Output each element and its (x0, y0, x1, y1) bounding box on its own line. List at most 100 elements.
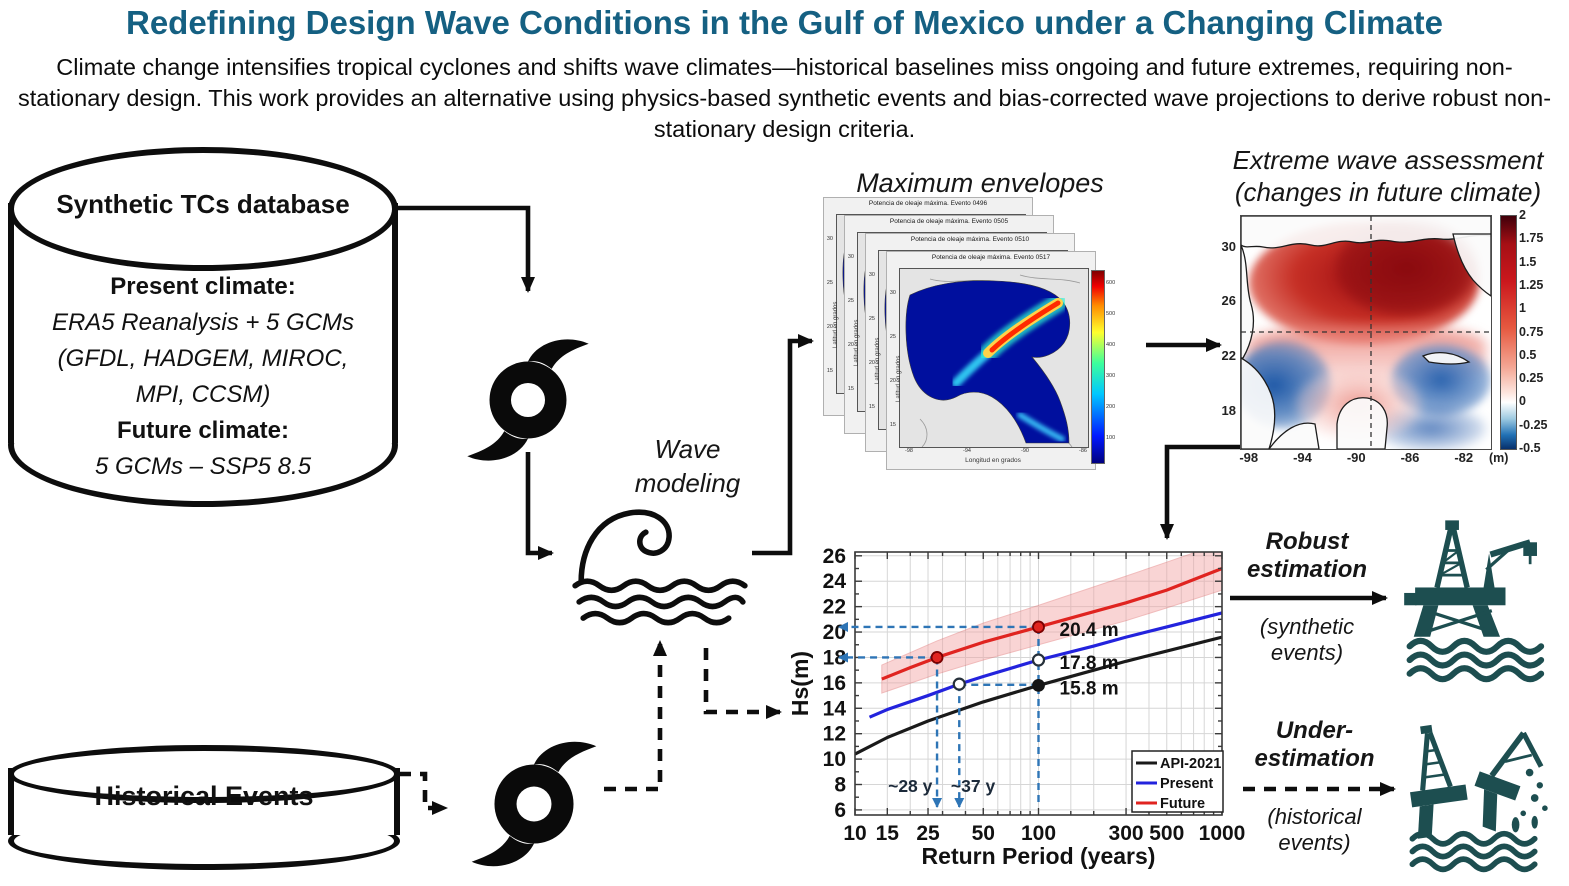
assess-colorbar-tick: 1.25 (1519, 277, 1544, 292)
under-line1: Under- (1275, 717, 1354, 744)
env-ytick: 25 (868, 316, 875, 322)
env-xtick: -98 (905, 448, 913, 454)
data-point (1031, 653, 1046, 667)
synthetic-db-cylinder: Synthetic TCs database Present climate: … (8, 147, 398, 507)
assessment-caption-line1: Extreme wave assessment (1232, 145, 1544, 175)
assess-xtick: -90 (1346, 450, 1366, 465)
assessment-colorbar (1500, 215, 1517, 450)
envelope-xlabel: Longitud en grados (965, 457, 1021, 464)
chart-label: 16 (823, 672, 846, 695)
chart-label: 26 (823, 545, 846, 568)
assess-colorbar-tick: 2 (1519, 208, 1526, 222)
env-ytick: 15 (826, 368, 833, 374)
chart-plot-bg (855, 552, 1222, 815)
env-colorbar-tick: 300 (1106, 373, 1116, 379)
legend-box (1131, 750, 1224, 813)
assess-colorbar-tick: 1 (1519, 301, 1526, 316)
oil-platform-icon (1404, 520, 1545, 683)
envelope-panel-4: Potencia de oleaje máxima. Evento 0517 L… (886, 251, 1126, 475)
assess-xtick: -82 (1454, 450, 1474, 465)
chart-label: 300 (1109, 822, 1144, 845)
env-ytick: 15 (847, 386, 854, 392)
present-climate-line2: (GFDL, HADGEM, MIROC, (57, 345, 349, 372)
assess-xtick: -86 (1400, 450, 1420, 465)
under-estimation-label: Under- estimation (1237, 717, 1392, 773)
wave-modeling-line1: Wave (654, 434, 721, 464)
present-climate-line3: MPI, CCSM) (135, 381, 271, 408)
envelope-map: Potencia de oleaje máxima. Evento 0517 L… (886, 251, 1115, 470)
present-climate-heading: Present climate: (110, 273, 296, 300)
assessment-map (1240, 215, 1492, 450)
chart-label: 22 (823, 596, 846, 619)
chart-label: Future (1160, 796, 1205, 812)
assess-colorbar-tick: 0.5 (1519, 347, 1537, 362)
max-envelopes-caption: Maximum envelopes (856, 168, 1104, 198)
present-climate-line1: ERA5 Reanalysis + 5 GCMs (51, 309, 355, 336)
under-sub2: events) (1278, 830, 1351, 855)
robust-sub1: (synthetic (1259, 614, 1355, 639)
env-colorbar-tick: 200 (1106, 404, 1116, 410)
assessment-colorbar-unit: (m) (1489, 451, 1509, 465)
env-ytick: 30 (889, 290, 896, 296)
envelope-xticks: -98 -94 -90 -86 (899, 448, 1087, 457)
chart-label: 24 (823, 570, 847, 593)
assess-colorbar-tick: -0.5 (1519, 441, 1541, 455)
chart-label: 6 (834, 799, 846, 822)
envelope-yticks: 30 25 20 15 (887, 268, 897, 446)
envelope-map-plot (899, 268, 1089, 448)
assessment-caption-line2: (changes in future climate) (1234, 177, 1542, 207)
envelope-yticks: 30 25 20 15 (866, 250, 876, 428)
arrow-db-to-hurricane (398, 205, 535, 293)
future-climate-line: 5 GCMs – SSP5 8.5 (94, 453, 312, 480)
env-colorbar-tick: 100 (1106, 435, 1116, 441)
arrow-assessment-to-chart (1160, 444, 1240, 540)
chart-label: 10 (843, 822, 866, 845)
env-ytick: 20 (826, 324, 833, 330)
assess-ytick: 30 (1221, 238, 1236, 254)
historical-db-cylinder: Historical Events (8, 745, 400, 870)
series-API-2021 (855, 635, 1222, 756)
assess-colorbar-tick: 0.25 (1519, 371, 1544, 386)
chart-label: ~37 y (951, 776, 996, 796)
chart-label: 15 (876, 822, 900, 845)
wave-modeling-label: Wave modeling (600, 432, 775, 500)
env-xtick: -90 (1021, 448, 1029, 454)
data-point (952, 677, 966, 691)
data-point (1032, 679, 1045, 692)
assessment-yticks: 30 26 22 18 (1210, 215, 1236, 448)
envelope-yticks: 30 25 20 15 (824, 214, 834, 392)
historical-db-title: Historical Events (94, 781, 314, 811)
chart-label: 25 (916, 822, 940, 845)
wave-icon (572, 509, 748, 626)
chart-label: 18 (823, 646, 847, 669)
env-colorbar-tick: 400 (1106, 342, 1116, 348)
chart-label: 10 (823, 748, 846, 771)
page-subtitle: Climate change intensifies tropical cycl… (17, 54, 1552, 142)
assessment-caption: Extreme wave assessment (changes in futu… (1228, 144, 1548, 208)
cylinder-top (8, 745, 400, 803)
robust-line2: estimation (1246, 556, 1368, 583)
chart-label: 50 (972, 822, 995, 845)
envelope-map-title: Potencia de oleaje máxima. Evento 0496 (868, 200, 988, 207)
confidence-band (881, 552, 1222, 694)
robust-estimation-label: Robust estimation (1232, 528, 1382, 584)
chart-label: ~28 y (888, 776, 933, 796)
assess-ytick: 18 (1221, 402, 1236, 418)
under-line2: estimation (1254, 745, 1375, 772)
chart-label: 500 (1149, 822, 1184, 845)
env-colorbar-tick: 600 (1106, 280, 1116, 286)
coastline-overlay (1241, 216, 1491, 449)
assess-colorbar-tick: 0 (1519, 394, 1526, 409)
env-ytick: 30 (847, 254, 854, 260)
jet-colorbar-labels: 600 500 400 300 200 100 (1106, 270, 1126, 462)
env-ytick: 20 (868, 360, 875, 366)
chart-label: 14 (823, 697, 847, 720)
data-point (1032, 620, 1045, 634)
chart-frame (854, 551, 1223, 816)
splash-droplets (1511, 768, 1548, 833)
env-ytick: 15 (889, 422, 896, 428)
series-Future (881, 567, 1222, 681)
assess-colorbar-tick: 1.75 (1519, 231, 1544, 246)
assess-xtick: -98 (1239, 450, 1259, 465)
env-ytick: 20 (847, 342, 854, 348)
